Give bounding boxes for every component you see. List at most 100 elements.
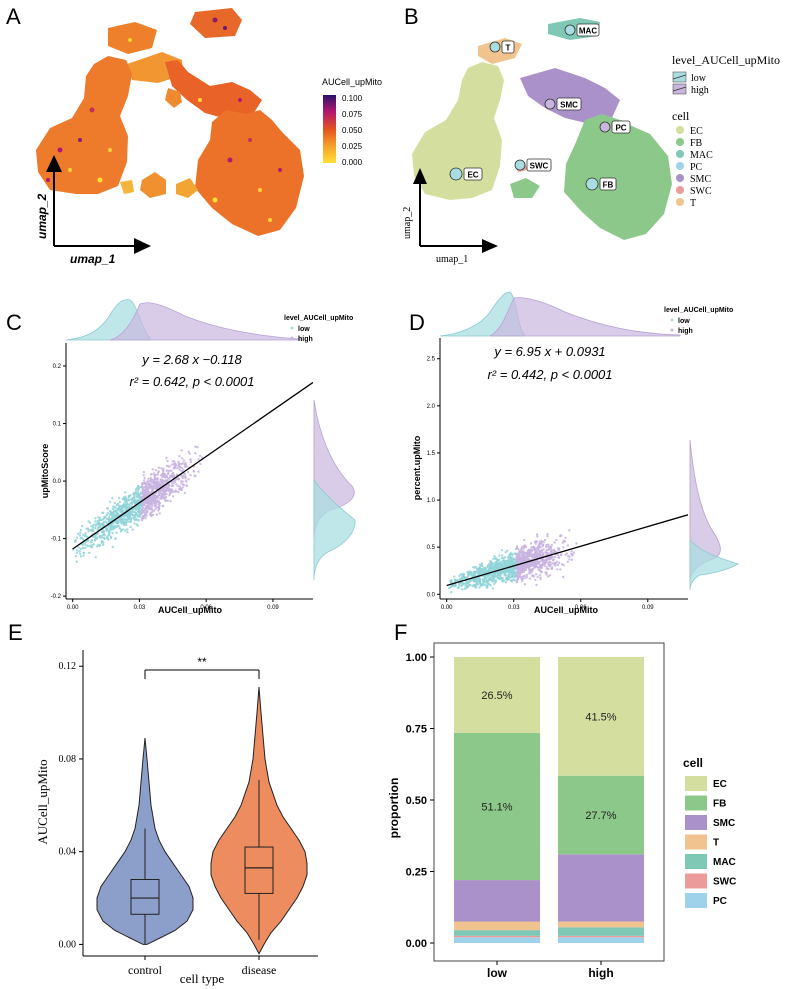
scatter-point <box>197 458 200 461</box>
scatter-point <box>181 486 184 489</box>
scatter-point <box>135 495 139 498</box>
scatter-point <box>491 587 495 590</box>
scatter-point <box>162 480 165 483</box>
panel-b-cluster-labels: MAC T SMC PC SWC <box>449 23 631 191</box>
scatter-point <box>137 510 141 513</box>
scatter-point <box>492 576 495 580</box>
scatter-point <box>87 520 90 523</box>
scatter-point <box>453 575 456 578</box>
scatter-point <box>124 529 127 532</box>
scatter-point <box>508 567 511 570</box>
scatter-point <box>472 578 475 581</box>
scatter-point <box>485 584 489 588</box>
scatter-point <box>133 522 136 525</box>
scatter-point <box>482 579 486 583</box>
scatter-point <box>494 557 497 560</box>
scatter-point <box>177 460 180 463</box>
scatter-point <box>90 538 94 542</box>
scatter-point <box>545 567 548 571</box>
scatter-point <box>110 512 114 515</box>
scatter-point <box>495 560 498 563</box>
scatter-point <box>116 512 119 515</box>
scatter-point <box>111 497 114 500</box>
scatter-point <box>117 502 120 506</box>
scatter-point <box>107 530 111 533</box>
panel-d-ticks: 0.00 0.03 0.06 0.09 0.0 0.5 1.0 1.5 2.0 2.5 <box>427 357 655 611</box>
scatter-point <box>538 574 542 577</box>
legend-swatch-pc <box>685 893 707 908</box>
scatter-point <box>86 544 89 547</box>
scatter-point <box>521 570 524 573</box>
legend-label: FB <box>713 799 726 810</box>
bar-segment-ec-low <box>454 657 540 733</box>
scatter-point <box>492 557 495 561</box>
scatter-point <box>150 500 153 503</box>
scatter-point <box>175 483 178 486</box>
scatter-point <box>130 499 133 502</box>
scatter-point <box>157 500 161 503</box>
panel-c-regression-line <box>72 381 313 550</box>
scatter-point <box>448 586 451 590</box>
scatter-point <box>97 516 100 519</box>
scatter-point <box>113 502 117 505</box>
scatter-point <box>105 513 108 517</box>
scatter-point <box>84 543 87 546</box>
significance-label: ** <box>197 655 207 669</box>
scatter-point <box>147 498 150 501</box>
scatter-point <box>178 454 181 458</box>
scatter-point <box>542 543 545 546</box>
scatter-point <box>523 538 526 542</box>
scatter-point <box>148 508 151 511</box>
scatter-point <box>486 569 490 573</box>
scatter-point <box>508 576 511 579</box>
scatter-point <box>103 515 106 519</box>
scatter-point <box>492 564 495 568</box>
scatter-point <box>511 568 515 571</box>
scatter-point <box>541 562 544 565</box>
y-tick-label: 1.5 <box>427 451 436 457</box>
scatter-point <box>176 467 179 470</box>
scatter-point <box>151 468 154 471</box>
scatter-point <box>113 526 116 529</box>
y-tick-label: 0.2 <box>53 364 62 370</box>
scatter-point <box>487 579 490 582</box>
scatter-point <box>118 504 121 508</box>
scatter-point <box>118 527 122 530</box>
scatter-point <box>546 535 549 538</box>
scatter-point <box>504 574 507 577</box>
y-tick-label: 1.00 <box>406 652 427 664</box>
scatter-point <box>142 470 146 474</box>
scatter-point <box>126 528 129 531</box>
scatter-point <box>118 497 121 500</box>
scatter-point <box>520 579 524 583</box>
scatter-point <box>535 533 539 536</box>
scatter-point <box>80 536 84 539</box>
scatter-point <box>182 483 185 486</box>
scatter-point <box>539 546 542 549</box>
scatter-point <box>140 519 144 522</box>
scatter-point <box>180 466 183 470</box>
panel-e-ylabel: AUCell_upMito <box>35 759 50 844</box>
panel-b-umap: MAC T SMC PC SWC <box>402 18 780 265</box>
scatter-point <box>150 503 153 507</box>
scatter-point <box>476 567 479 571</box>
scatter-point <box>472 574 476 578</box>
scatter-point <box>148 482 151 485</box>
panel-c-equation: y = 2.68 x −0.118 <box>141 352 242 367</box>
scatter-point <box>79 547 82 551</box>
scatter-point <box>135 507 138 511</box>
scatter-point <box>534 565 537 568</box>
legend-label: MAC <box>713 857 736 868</box>
scatter-point <box>81 546 85 550</box>
scatter-point <box>575 542 578 545</box>
scatter-point <box>156 477 159 481</box>
scatter-point <box>113 506 116 509</box>
scatter-point <box>126 518 129 521</box>
scatter-point <box>528 548 531 552</box>
scatter-point <box>494 566 498 569</box>
scatter-point <box>77 532 80 535</box>
bar-segment-pc-low <box>454 937 540 943</box>
scatter-point <box>509 558 513 561</box>
scatter-point <box>498 554 501 557</box>
scatter-point <box>159 478 162 482</box>
